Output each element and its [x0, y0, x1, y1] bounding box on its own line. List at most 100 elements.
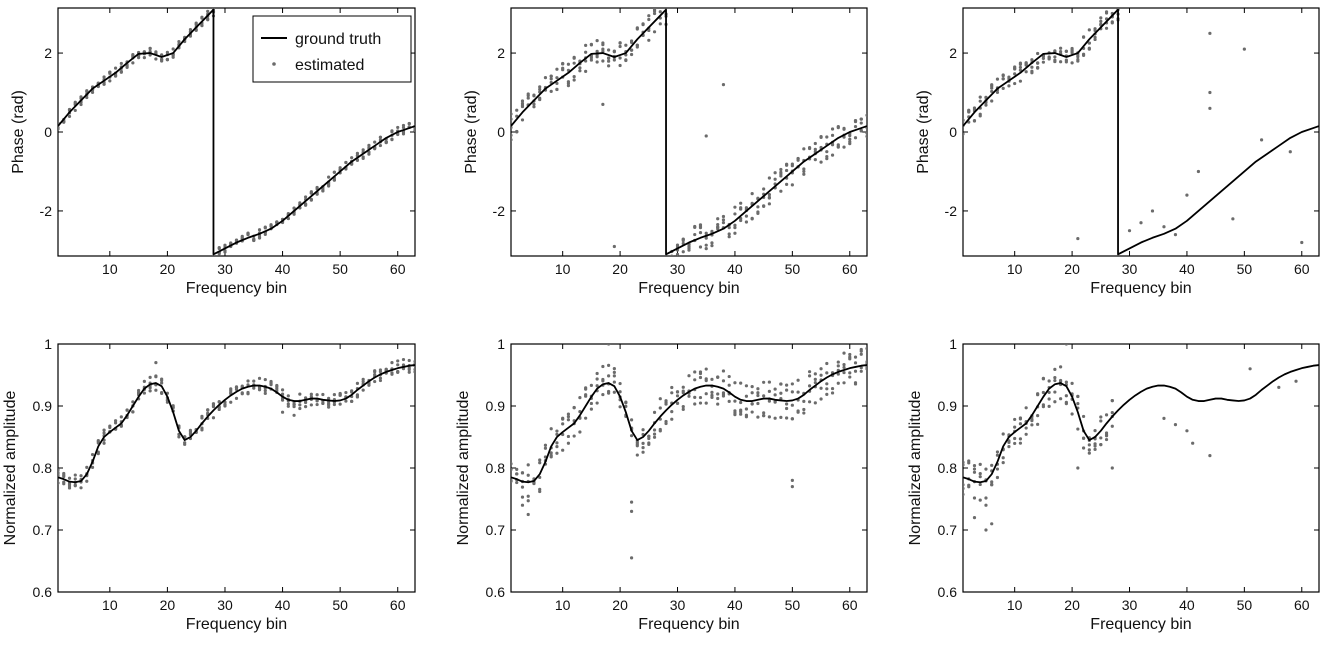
- estimated-point: [978, 482, 982, 487]
- estimated-point: [1053, 400, 1057, 404]
- estimated-point: [321, 188, 325, 193]
- estimated-point: [1036, 51, 1040, 56]
- estimated-point: [234, 396, 239, 400]
- estimated-point: [612, 370, 616, 374]
- y-axis-label: Phase (rad): [463, 90, 480, 174]
- estimated-point: [963, 492, 965, 497]
- x-tick-label: 20: [1064, 261, 1080, 277]
- estimated-point: [520, 99, 525, 103]
- estimated-point: [160, 391, 164, 395]
- y-axis-label: Phase (rad): [10, 90, 27, 174]
- estimated-point: [710, 241, 714, 245]
- estimated-point: [589, 58, 593, 62]
- estimated-point: [963, 483, 965, 487]
- estimated-point: [739, 412, 743, 416]
- estimated-point: [361, 377, 365, 382]
- estimated-point: [246, 232, 250, 236]
- estimated-point: [578, 396, 582, 400]
- estimated-point: [1001, 432, 1005, 436]
- estimated-point: [200, 24, 204, 28]
- x-tick-label: 30: [217, 261, 233, 277]
- estimated-point: [698, 226, 703, 230]
- estimated-point: [779, 382, 783, 386]
- estimated-point: [836, 360, 840, 364]
- amplitude-chart-bottom-right: 10 20 30 40 50 60 0.6 0.7 0.8 0.9 1 Frequency bin No…: [907, 336, 1320, 633]
- estimated-point: [1185, 193, 1189, 197]
- estimated-point: [733, 381, 737, 385]
- estimated-point: [767, 399, 771, 403]
- estimated-point: [361, 155, 365, 159]
- estimated-point: [85, 479, 89, 483]
- estimated-point: [601, 102, 605, 106]
- estimated-point: [990, 480, 994, 484]
- estimated-point: [802, 411, 806, 415]
- estimated-point: [802, 407, 806, 412]
- x-tick-label: 30: [670, 597, 686, 613]
- estimated-point: [511, 125, 513, 130]
- estimated-point: [865, 113, 867, 117]
- estimated-point: [865, 361, 867, 365]
- y-tick-label: 0.8: [33, 460, 53, 476]
- estimated-point: [767, 195, 771, 199]
- estimated-point: [796, 410, 800, 414]
- estimated-point: [1064, 394, 1068, 398]
- estimated-point: [1001, 86, 1005, 90]
- estimated-point: [664, 402, 668, 406]
- estimated-point: [607, 48, 611, 52]
- estimated-point: [601, 392, 605, 397]
- y-tick-label: 2: [497, 45, 505, 61]
- estimated-point: [332, 170, 336, 174]
- estimated-point: [687, 394, 691, 398]
- estimated-point: [607, 374, 611, 378]
- estimated-point: [967, 483, 971, 487]
- y-tick-label: 0.8: [938, 460, 958, 476]
- estimated-point: [1173, 423, 1178, 427]
- estimated-point: [79, 95, 83, 99]
- estimated-point: [802, 167, 806, 171]
- plot-frame: [57, 343, 416, 593]
- estimated-point: [704, 243, 708, 247]
- estimated-point: [601, 379, 605, 383]
- estimated-point: [853, 382, 858, 386]
- estimated-point: [1104, 26, 1109, 30]
- x-tick-label: 60: [390, 261, 406, 277]
- estimated-point: [963, 486, 965, 491]
- estimated-point: [796, 378, 800, 382]
- estimated-point: [217, 399, 221, 404]
- estimated-point: [1248, 367, 1252, 371]
- estimated-point: [589, 401, 593, 406]
- estimated-point: [710, 395, 714, 399]
- estimated-point: [160, 378, 164, 383]
- estimated-point: [647, 442, 651, 447]
- estimated-point: [350, 162, 354, 166]
- estimated-point: [1110, 424, 1114, 428]
- estimated-point: [350, 399, 354, 404]
- estimated-point: [303, 202, 308, 206]
- estimated-point: [658, 397, 662, 401]
- estimated-point: [1076, 427, 1080, 431]
- estimated-point: [995, 467, 1000, 471]
- estimated-point: [995, 77, 1000, 81]
- estimated-point: [286, 404, 290, 408]
- estimated-point: [750, 192, 754, 196]
- estimated-point: [658, 427, 662, 432]
- x-tick-label: 30: [670, 261, 686, 277]
- estimated-point: [292, 413, 296, 417]
- estimated-point: [515, 467, 519, 471]
- estimated-point: [589, 56, 593, 60]
- ground-truth-line: [963, 364, 1319, 484]
- estimated-point: [1150, 209, 1155, 213]
- plot-frame: [962, 343, 1320, 593]
- estimated-point: [401, 132, 406, 136]
- estimated-point: [853, 361, 858, 365]
- estimated-point: [566, 412, 571, 416]
- estimated-point: [825, 361, 829, 366]
- estimated-point: [62, 482, 66, 486]
- estimated-point: [676, 256, 679, 259]
- estimated-point: [515, 472, 519, 476]
- estimated-point: [830, 391, 835, 395]
- estimated-point: [978, 498, 982, 502]
- estimated-point: [515, 480, 519, 485]
- y-tick-label: 0.6: [486, 584, 506, 600]
- estimated-point: [807, 384, 812, 388]
